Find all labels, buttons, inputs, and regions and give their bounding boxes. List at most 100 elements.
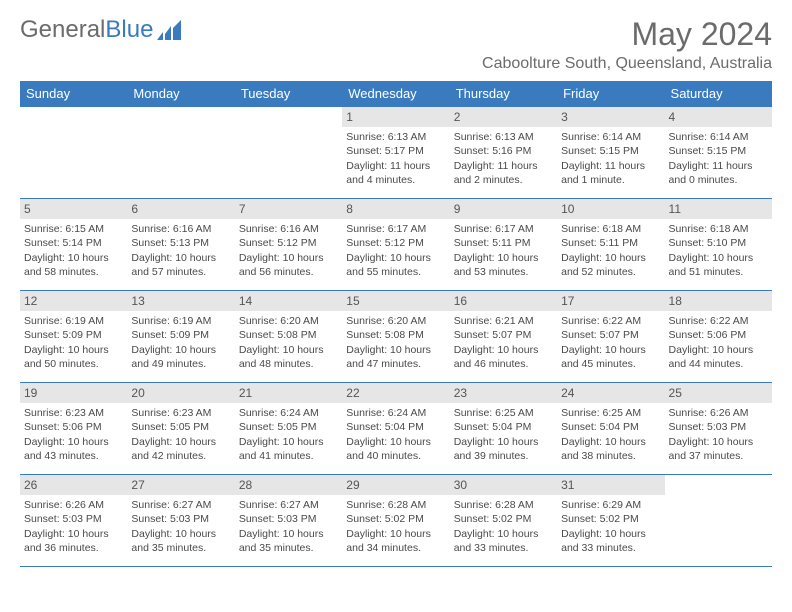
daylight-line: Daylight: 10 hours and 57 minutes.	[131, 251, 230, 279]
sunset-line: Sunset: 5:05 PM	[239, 420, 338, 434]
sunset-line: Sunset: 5:03 PM	[24, 512, 123, 526]
title-block: May 2024 Caboolture South, Queensland, A…	[482, 16, 772, 73]
day-header: Friday	[557, 81, 664, 107]
sunset-line: Sunset: 5:04 PM	[561, 420, 660, 434]
calendar-cell: 29Sunrise: 6:28 AMSunset: 5:02 PMDayligh…	[342, 475, 449, 567]
sunset-line: Sunset: 5:06 PM	[669, 328, 768, 342]
day-number: 18	[665, 291, 772, 311]
brand-second: Blue	[105, 16, 153, 44]
day-number: 16	[450, 291, 557, 311]
day-number: 21	[235, 383, 342, 403]
daylight-line: Daylight: 10 hours and 35 minutes.	[131, 527, 230, 555]
sunset-line: Sunset: 5:06 PM	[24, 420, 123, 434]
daylight-line: Daylight: 10 hours and 55 minutes.	[346, 251, 445, 279]
sunset-line: Sunset: 5:07 PM	[561, 328, 660, 342]
calendar-table: SundayMondayTuesdayWednesdayThursdayFrid…	[20, 81, 772, 567]
day-number: 26	[20, 475, 127, 495]
location-label: Caboolture South, Queensland, Australia	[482, 55, 772, 73]
sunset-line: Sunset: 5:07 PM	[454, 328, 553, 342]
sunset-line: Sunset: 5:09 PM	[24, 328, 123, 342]
calendar-cell: 30Sunrise: 6:28 AMSunset: 5:02 PMDayligh…	[450, 475, 557, 567]
sunset-line: Sunset: 5:05 PM	[131, 420, 230, 434]
calendar-cell: 22Sunrise: 6:24 AMSunset: 5:04 PMDayligh…	[342, 383, 449, 475]
sunrise-line: Sunrise: 6:13 AM	[454, 130, 553, 144]
calendar-cell: 31Sunrise: 6:29 AMSunset: 5:02 PMDayligh…	[557, 475, 664, 567]
day-header-row: SundayMondayTuesdayWednesdayThursdayFrid…	[20, 81, 772, 107]
sunrise-line: Sunrise: 6:25 AM	[561, 406, 660, 420]
sunrise-line: Sunrise: 6:16 AM	[239, 222, 338, 236]
sunrise-line: Sunrise: 6:29 AM	[561, 498, 660, 512]
day-number: 2	[450, 107, 557, 127]
calendar-cell	[235, 107, 342, 199]
day-number: 6	[127, 199, 234, 219]
sunrise-line: Sunrise: 6:26 AM	[24, 498, 123, 512]
daylight-line: Daylight: 10 hours and 58 minutes.	[24, 251, 123, 279]
sunset-line: Sunset: 5:12 PM	[346, 236, 445, 250]
calendar-cell: 19Sunrise: 6:23 AMSunset: 5:06 PMDayligh…	[20, 383, 127, 475]
day-number: 14	[235, 291, 342, 311]
calendar-cell: 18 Sunrise: 6:22 AMSunset: 5:06 PMDayligh…	[665, 291, 772, 383]
page-header: GeneralBlue May 2024 Caboolture South, Q…	[20, 16, 772, 73]
calendar-cell: 21Sunrise: 6:24 AMSunset: 5:05 PMDayligh…	[235, 383, 342, 475]
sunset-line: Sunset: 5:02 PM	[561, 512, 660, 526]
calendar-cell	[20, 107, 127, 199]
sunrise-line: Sunrise: 6:20 AM	[346, 314, 445, 328]
day-number: 15	[342, 291, 449, 311]
sunrise-line: Sunrise: 6:17 AM	[454, 222, 553, 236]
calendar-cell	[127, 107, 234, 199]
daylight-line: Daylight: 10 hours and 35 minutes.	[239, 527, 338, 555]
sunset-line: Sunset: 5:15 PM	[669, 144, 768, 158]
daylight-line: Daylight: 10 hours and 49 minutes.	[131, 343, 230, 371]
daylight-line: Daylight: 10 hours and 44 minutes.	[669, 343, 768, 371]
sunset-line: Sunset: 5:04 PM	[346, 420, 445, 434]
calendar-cell: 5Sunrise: 6:15 AMSunset: 5:14 PMDaylight…	[20, 199, 127, 291]
day-number: 7	[235, 199, 342, 219]
sunset-line: Sunset: 5:03 PM	[239, 512, 338, 526]
calendar-cell: 7 Sunrise: 6:16 AMSunset: 5:12 PMDaylight…	[235, 199, 342, 291]
daylight-line: Daylight: 10 hours and 43 minutes.	[24, 435, 123, 463]
daylight-line: Daylight: 11 hours and 2 minutes.	[454, 159, 553, 187]
calendar-cell: 27Sunrise: 6:27 AMSunset: 5:03 PMDayligh…	[127, 475, 234, 567]
sunrise-line: Sunrise: 6:18 AM	[669, 222, 768, 236]
sunrise-line: Sunrise: 6:22 AM	[561, 314, 660, 328]
calendar-cell: 9Sunrise: 6:17 AMSunset: 5:11 PMDaylight…	[450, 199, 557, 291]
sunset-line: Sunset: 5:03 PM	[669, 420, 768, 434]
day-number: 10	[557, 199, 664, 219]
day-header: Saturday	[665, 81, 772, 107]
calendar-cell: 20Sunrise: 6:23 AMSunset: 5:05 PMDayligh…	[127, 383, 234, 475]
calendar-cell: 2 Sunrise: 6:13 AMSunset: 5:16 PMDaylight…	[450, 107, 557, 199]
sunrise-line: Sunrise: 6:27 AM	[239, 498, 338, 512]
sunrise-line: Sunrise: 6:23 AM	[131, 406, 230, 420]
calendar-week-row: 26Sunrise: 6:26 AMSunset: 5:03 PMDayligh…	[20, 475, 772, 567]
sunrise-line: Sunrise: 6:24 AM	[239, 406, 338, 420]
day-header: Monday	[127, 81, 234, 107]
calendar-cell: 12Sunrise: 6:19 AMSunset: 5:09 PMDayligh…	[20, 291, 127, 383]
day-number: 25	[665, 383, 772, 403]
day-number: 20	[127, 383, 234, 403]
sunrise-line: Sunrise: 6:22 AM	[669, 314, 768, 328]
daylight-line: Daylight: 11 hours and 1 minute.	[561, 159, 660, 187]
calendar-cell: 28 Sunrise: 6:27 AMSunset: 5:03 PMDayligh…	[235, 475, 342, 567]
calendar-cell: 11Sunrise: 6:18 AMSunset: 5:10 PMDayligh…	[665, 199, 772, 291]
calendar-cell: 16Sunrise: 6:21 AMSunset: 5:07 PMDayligh…	[450, 291, 557, 383]
day-number: 5	[20, 199, 127, 219]
daylight-line: Daylight: 10 hours and 36 minutes.	[24, 527, 123, 555]
sunrise-line: Sunrise: 6:20 AM	[239, 314, 338, 328]
daylight-line: Daylight: 10 hours and 50 minutes.	[24, 343, 123, 371]
daylight-line: Daylight: 11 hours and 4 minutes.	[346, 159, 445, 187]
sunrise-line: Sunrise: 6:17 AM	[346, 222, 445, 236]
sunrise-line: Sunrise: 6:19 AM	[131, 314, 230, 328]
sunset-line: Sunset: 5:15 PM	[561, 144, 660, 158]
sunset-line: Sunset: 5:17 PM	[346, 144, 445, 158]
daylight-line: Daylight: 10 hours and 38 minutes.	[561, 435, 660, 463]
day-number: 22	[342, 383, 449, 403]
sunset-line: Sunset: 5:16 PM	[454, 144, 553, 158]
sunset-line: Sunset: 5:12 PM	[239, 236, 338, 250]
calendar-body: 1Sunrise: 6:13 AMSunset: 5:17 PMDaylight…	[20, 107, 772, 567]
brand-first: General	[20, 16, 105, 44]
daylight-line: Daylight: 10 hours and 56 minutes.	[239, 251, 338, 279]
day-number: 3	[557, 107, 664, 127]
calendar-cell: 14Sunrise: 6:20 AMSunset: 5:08 PMDayligh…	[235, 291, 342, 383]
day-number: 4	[665, 107, 772, 127]
day-number: 28	[235, 475, 342, 495]
